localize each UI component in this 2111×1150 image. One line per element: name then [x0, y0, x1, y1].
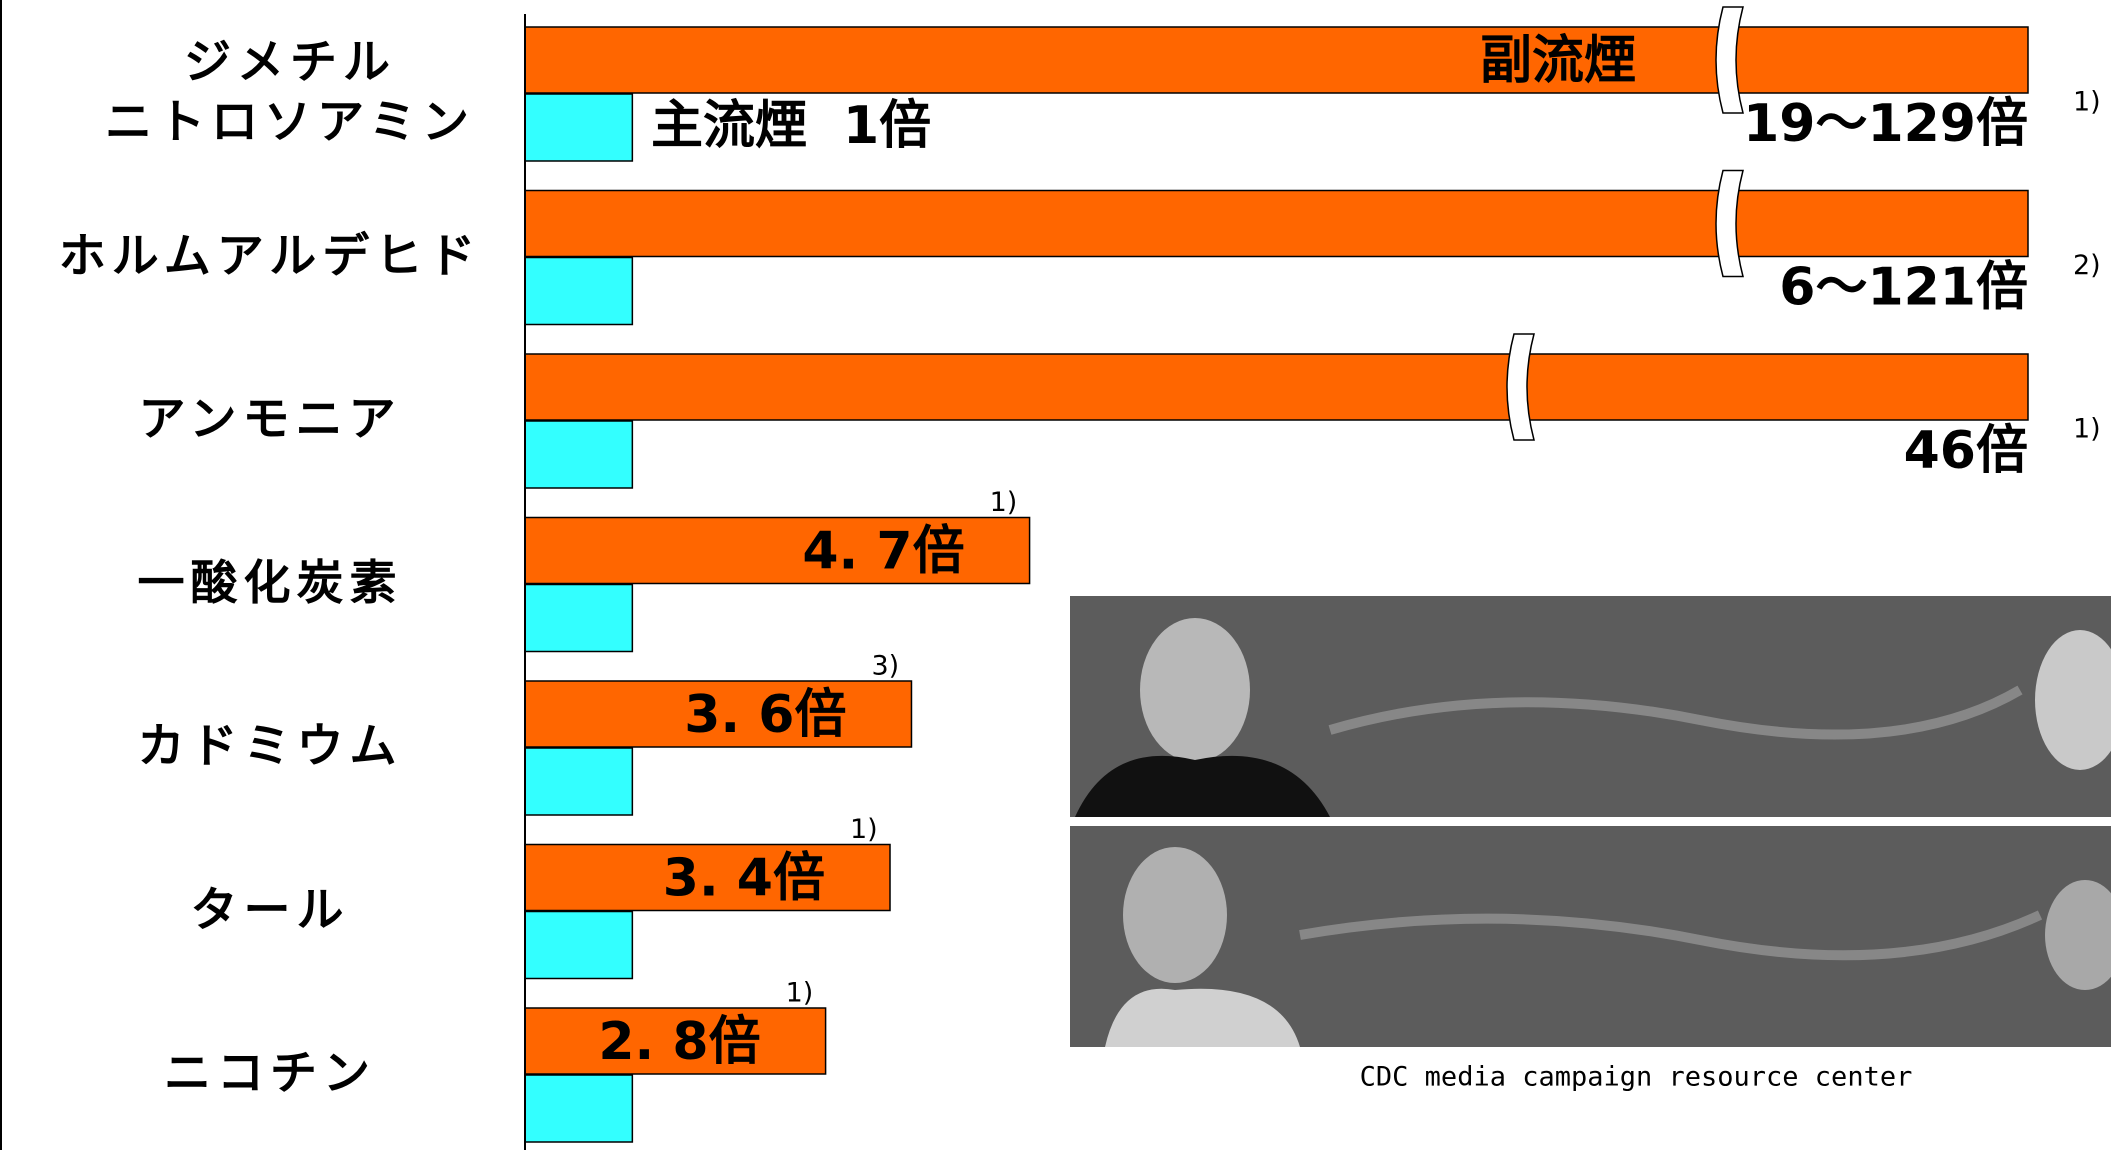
bar [524, 93, 634, 162]
footnote: 1) [2073, 414, 2101, 445]
footnote: 3) [871, 651, 899, 682]
category-label: ニコチン [164, 1046, 376, 1101]
bar [524, 1074, 634, 1143]
value-label: 6〜121倍 [1779, 258, 2028, 318]
category-label: タール [190, 882, 350, 938]
value-label: 4. 7倍 [802, 522, 964, 582]
photo-panel-1 [1070, 596, 2111, 817]
bar [524, 680, 913, 748]
value-label: 19〜129倍 [1743, 94, 2028, 154]
axis-break [1715, 169, 1744, 278]
bar [524, 910, 634, 980]
legend-label: 主流煙 [651, 96, 807, 156]
photo-panel-2 [1070, 826, 2111, 1047]
category-label: アンモニア [138, 392, 402, 447]
footnote: 1) [990, 487, 1018, 518]
value-label: 1倍 [843, 96, 931, 156]
bar [524, 516, 1031, 585]
value-label: 3. 4倍 [663, 849, 825, 909]
bar [524, 256, 634, 326]
bar [524, 353, 2029, 421]
legend-label: 副流煙 [1480, 31, 1636, 91]
bar [524, 1007, 827, 1075]
bar [524, 26, 2029, 94]
bar [524, 843, 891, 912]
bar [524, 189, 2029, 258]
category-label: ホルムアルデヒド [58, 228, 482, 284]
category-label: 一酸化炭素 [137, 555, 403, 611]
footnote: 1) [850, 814, 878, 845]
value-label: 3. 6倍 [684, 685, 846, 745]
category-label: ジメチル ニトロソアミン [104, 35, 476, 150]
caption: CDC media campaign resource center [1360, 1062, 1913, 1093]
footnote: 1) [2073, 87, 2101, 118]
bar [524, 583, 634, 653]
value-label: 2. 8倍 [598, 1012, 760, 1072]
footnote: 1) [786, 978, 814, 1009]
axis-break [1506, 333, 1535, 441]
category-label: カドミウム [137, 719, 403, 774]
footnote: 2) [2073, 250, 2101, 281]
axis-break [1715, 6, 1744, 114]
bar [524, 420, 634, 489]
value-label: 46倍 [1904, 421, 2028, 481]
bar [524, 747, 634, 816]
